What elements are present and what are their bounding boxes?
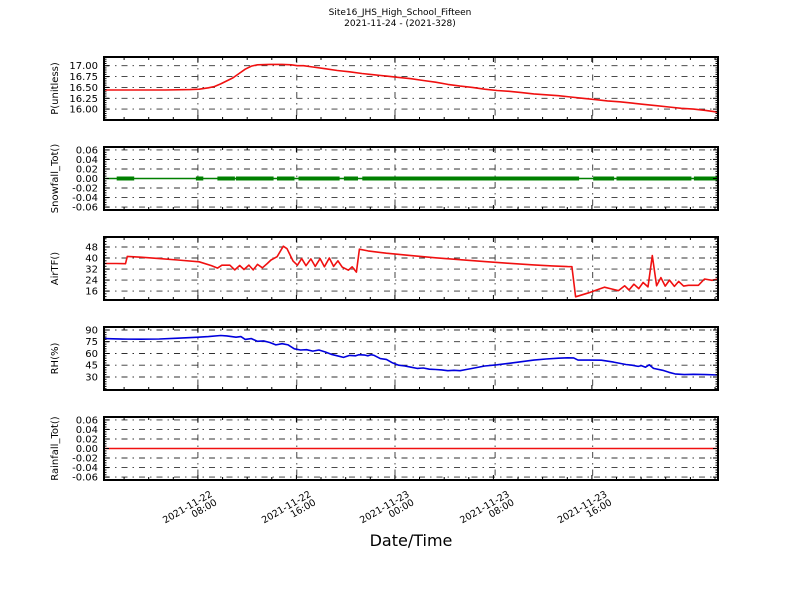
xtick-label: 2021-11-2216:00	[260, 489, 318, 534]
svg-text:16.50: 16.50	[69, 83, 98, 94]
svg-text:0.00: 0.00	[76, 444, 98, 455]
chart-subtitle: 2021-11-24 - (2021-328)	[344, 19, 456, 29]
svg-text:0.00: 0.00	[76, 174, 98, 185]
grid-air_temperature	[104, 237, 718, 300]
y-axis-label-pressure: P(unitless)	[50, 62, 61, 115]
svg-text:0.04: 0.04	[76, 155, 98, 166]
svg-text:24: 24	[85, 276, 98, 287]
svg-text:-0.02: -0.02	[72, 184, 98, 195]
svg-text:0.02: 0.02	[76, 435, 98, 446]
svg-text:16.75: 16.75	[69, 72, 98, 83]
svg-text:0.02: 0.02	[76, 165, 98, 176]
svg-text:75: 75	[85, 337, 98, 348]
svg-text:45: 45	[85, 361, 98, 372]
ticks-snowfall	[104, 147, 718, 210]
frame-air_temperature	[103, 236, 719, 301]
ticks-relative_humidity	[104, 327, 718, 390]
svg-text:40: 40	[85, 254, 98, 265]
y-axis-label-snowfall: Snowfall_Tot()	[50, 144, 61, 214]
svg-text:-0.06: -0.06	[72, 473, 98, 484]
xtick-label: 2021-11-2300:00	[358, 489, 416, 534]
panel-snowfall: -0.06-0.04-0.020.000.020.040.06 Snowfall_…	[50, 144, 719, 214]
frame-pressure	[103, 56, 719, 121]
ticks-pressure	[104, 57, 718, 120]
svg-text:17.00: 17.00	[69, 61, 98, 72]
xtick-label: 2021-11-2208:00	[161, 489, 219, 534]
svg-text:-0.04: -0.04	[72, 193, 98, 204]
frame-relative_humidity	[103, 326, 719, 391]
svg-text:-0.02: -0.02	[72, 454, 98, 465]
xtick-labels: 2021-11-2208:00 2021-11-2216:00 2021-11-23…	[161, 489, 614, 534]
svg-text:32: 32	[85, 265, 98, 276]
svg-text:16.00: 16.00	[69, 105, 98, 116]
xtick-label: 2021-11-2316:00	[556, 489, 614, 534]
y-axis-label-air_temperature: AirTF()	[50, 252, 61, 285]
markers-snowfall	[116, 176, 719, 181]
svg-text:0.06: 0.06	[76, 145, 98, 156]
ytick-labels-snowfall: -0.06-0.04-0.020.000.020.040.06	[72, 145, 98, 213]
svg-text:16.25: 16.25	[69, 94, 98, 105]
ticks-rainfall	[104, 417, 718, 480]
panel-rainfall: -0.06-0.04-0.020.000.020.040.06 Rainfall_…	[50, 415, 719, 484]
svg-text:16: 16	[85, 287, 98, 298]
svg-text:-0.04: -0.04	[72, 463, 98, 474]
svg-text:30: 30	[85, 373, 98, 384]
ticks-air_temperature	[104, 237, 718, 300]
svg-text:48: 48	[85, 243, 98, 254]
svg-text:0.04: 0.04	[76, 425, 98, 436]
xtick-label: 2021-11-2308:00	[458, 489, 516, 534]
grid-relative_humidity	[104, 327, 718, 390]
series-pressure	[103, 63, 719, 113]
ytick-labels-rainfall: -0.06-0.04-0.020.000.020.040.06	[72, 415, 98, 483]
svg-text:90: 90	[85, 326, 98, 337]
x-axis-title: Date/Time	[369, 531, 453, 550]
series-air_temperature	[103, 245, 719, 298]
y-axis-label-relative_humidity: RH(%)	[50, 343, 61, 375]
grid-pressure	[104, 57, 718, 120]
series-relative_humidity	[103, 334, 719, 376]
chart-title: Site16_JHS_High_School_Fifteen	[328, 8, 472, 18]
svg-text:0.06: 0.06	[76, 415, 98, 426]
svg-text:60: 60	[85, 349, 98, 360]
y-axis-label-rainfall: Rainfall_Tot()	[50, 416, 61, 481]
svg-text:-0.06: -0.06	[72, 203, 98, 214]
